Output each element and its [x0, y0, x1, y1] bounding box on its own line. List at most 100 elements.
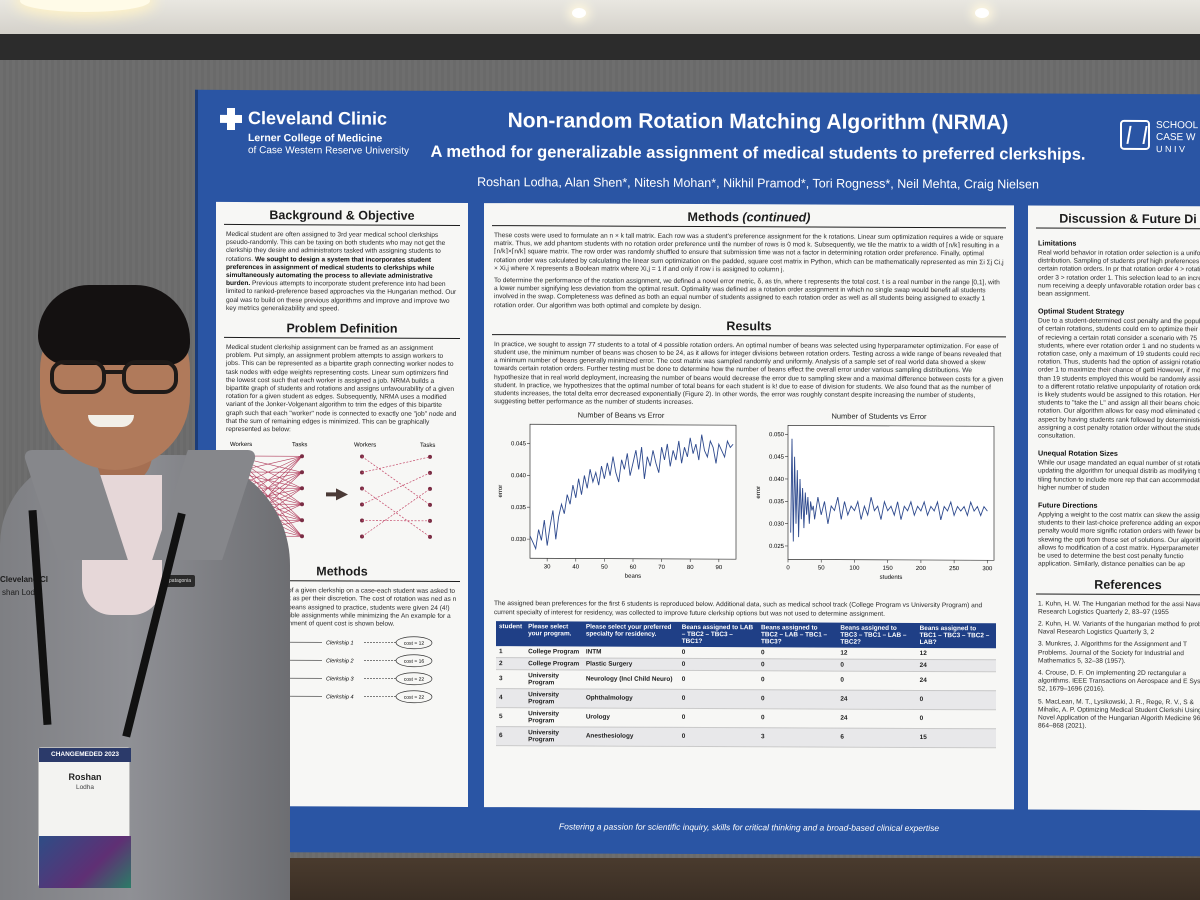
logo-right-line3: U N I V [1156, 144, 1186, 155]
table-header-cell: Please select your preferred specialty f… [582, 621, 679, 647]
x-tick-label: 100 [849, 566, 860, 572]
table-cell: Plastic Surgery [582, 657, 679, 671]
patagonia-text: patagonia [169, 578, 191, 584]
ceiling [0, 0, 1200, 36]
table-cell: 0 [758, 670, 838, 690]
cost-label: cost = 16 [404, 659, 425, 665]
name-badge: CHANGEMEDED 2023 Roshan Lodha [38, 747, 131, 888]
y-tick-label: 0.035 [769, 500, 785, 506]
logo-name: Cleveland Clinic [248, 108, 388, 129]
reference-item: 5. MacLean, M. T., Lysikowski, J. R., Re… [1038, 698, 1200, 730]
table-cell: 0 [678, 708, 759, 728]
table-cell: 12 [916, 647, 996, 660]
table-cell: 0 [837, 670, 917, 691]
ceiling-panel-light [20, 0, 150, 12]
table-header-row: student Please select your program. Please… [496, 620, 996, 649]
table-cell: 0 [678, 646, 759, 659]
table-header-cell: student [496, 620, 526, 647]
x-tick-label: 200 [916, 566, 927, 572]
table-cell: Neurology (Incl Child Neuro) [582, 669, 679, 690]
cost-oval [395, 690, 433, 704]
table-header-cell: Beans assigned to TBC3 – TBC1 – LAB – TB… [837, 622, 917, 648]
table-cell: College Program [525, 657, 583, 670]
x-tick-label: 80 [687, 565, 694, 571]
methods-continued-text-2: To determine the performance of the rota… [494, 277, 1000, 310]
cost-label: cost = 22 [404, 677, 425, 683]
chart-title-students: Number of Students vs Error [831, 412, 927, 422]
table-cell: 0 [837, 658, 917, 672]
table-cell: Anesthesiology [582, 726, 679, 747]
unequal-sizes-text: While our usage mandated an equal number… [1038, 459, 1200, 492]
x-tick-label: 300 [982, 567, 993, 573]
clerkship-label: Clerkship 3 [326, 677, 354, 683]
table-cell: 0 [678, 658, 759, 671]
table-row: 5 University Program Urology 0 0 24 0 [496, 707, 996, 729]
tasks-label-2: Tasks [420, 443, 435, 449]
section-title-background: Background & Objective [224, 207, 460, 226]
optimal-strategy-heading: Optimal Student Strategy [1038, 306, 1125, 317]
graph-node [300, 454, 304, 459]
workers-label-2: Workers [354, 443, 376, 449]
table-cell: 0 [678, 670, 759, 690]
table-caption: The assigned bean preferences for the fi… [494, 600, 983, 618]
x-tick-label: 250 [949, 567, 960, 573]
section-title-methods-continued: Methods (continued) [492, 209, 1006, 229]
y-axis-label: error [498, 485, 504, 498]
booth-header-beam [0, 34, 1200, 62]
table-body: 1 College Program INTM 0 0 12 12 2 College Progr… [496, 645, 996, 748]
table-header-cell: Beans assigned to TBC2 – LAB – TBC1 – TB… [758, 622, 838, 648]
hair [38, 285, 190, 365]
table-cell: 6 [496, 726, 526, 746]
badge-event: CHANGEMEDED 2023 [39, 748, 131, 762]
table-cell: 24 [916, 671, 996, 691]
chart-beans-vs-error: Number of Beans vs Error 30 40 50 60 70 80 90 0… [496, 411, 746, 598]
x-tick-label: 40 [572, 565, 579, 571]
x-tick-label: 50 [601, 565, 608, 571]
chart-students-svg: 0 50 100 150 200 250 300 0.025 0.030 0.035 0.040 0.… [756, 425, 995, 581]
x-tick-label: 0 [786, 566, 790, 572]
table-row: 6 University Program Anesthesiology 0 3 6 15 [496, 726, 996, 748]
table-cell: 0 [758, 647, 838, 659]
table-cell: College Program [525, 646, 583, 658]
cost-oval [395, 636, 433, 650]
table-cell: University Program [525, 688, 583, 708]
table-row: 4 University Program Ophthalmology 0 0 24 0 [496, 688, 996, 710]
arrow-shaft [326, 492, 336, 497]
logo-subtitle: Lerner College of Medicine [248, 132, 383, 145]
table-cell: 2 [496, 657, 526, 670]
university-seal-icon [1120, 119, 1150, 150]
lens-right [122, 360, 178, 394]
x-tick-label: 30 [544, 565, 551, 571]
methods-continued-title: Methods [687, 209, 739, 225]
y-tick-label: 0.025 [769, 544, 785, 550]
section-title-discussion: Discussion & Future Di [1036, 211, 1200, 230]
cost-label: cost = 22 [404, 695, 425, 701]
table-cell: University Program [525, 669, 583, 689]
reference-item: 2. Kuhn, H. W. Variants of the hungarian… [1038, 620, 1200, 637]
reference-item: 1. Kuhn, H. W. The Hungarian method for … [1038, 599, 1200, 616]
y-tick-label: 0.040 [769, 477, 785, 483]
y-tick-label: 0.045 [511, 442, 527, 448]
tasks-label: Tasks [292, 442, 307, 448]
x-tick-label: 90 [715, 566, 722, 572]
poster-subtitle: A method for generalizable assignment of… [430, 142, 1086, 164]
glasses-bridge [104, 370, 124, 374]
y-tick-label: 0.035 [511, 506, 527, 512]
graph-node [300, 518, 304, 523]
bean-preferences-table: student Please select your program. Please… [496, 620, 996, 748]
patagonia-logo: patagonia [165, 575, 195, 587]
x-axis-label: beans [625, 574, 641, 580]
cleveland-clinic-logo: Cleveland Clinic Lerner College of Medic… [220, 108, 410, 157]
table-header-cell: Please select your program. [525, 621, 583, 647]
graph-node [300, 534, 304, 539]
graph-edge-trimmed [361, 456, 431, 474]
optimal-strategy-text: Due to a student-determined cost penalty… [1038, 317, 1200, 440]
reference-item: 4. Crouse, D. F. On implementing 2D rect… [1038, 669, 1200, 694]
ceiling-spotlight [975, 8, 989, 18]
series-line [529, 434, 734, 551]
future-directions-heading: Future Directions [1038, 500, 1098, 510]
table-cell: 0 [916, 709, 996, 729]
jacket-embroidery-2: shan Lodh [2, 588, 40, 597]
section-title-results: Results [492, 317, 1006, 338]
research-poster: Cleveland Clinic Lerner College of Medic… [195, 89, 1200, 857]
